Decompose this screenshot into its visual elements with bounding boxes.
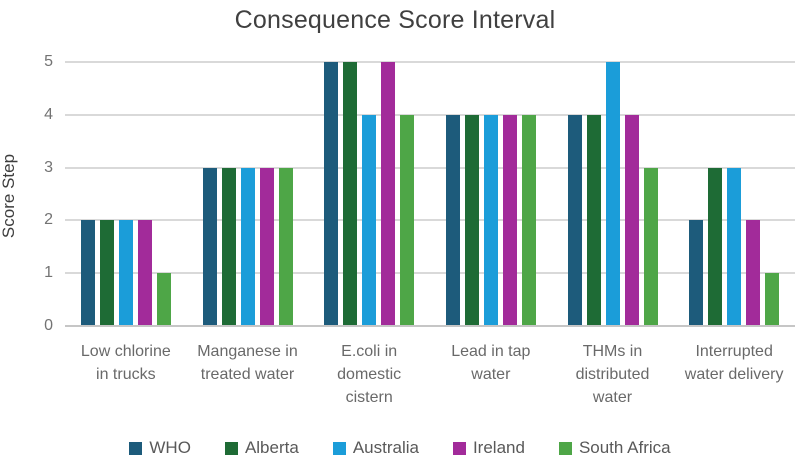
bar	[465, 114, 479, 325]
x-category-label: THMs in distributed water	[575, 343, 650, 406]
bar	[727, 167, 741, 325]
legend-swatch-icon	[129, 441, 143, 455]
y-tick-label: 0	[44, 317, 53, 334]
bar	[324, 62, 338, 325]
legend-swatch-icon	[224, 441, 238, 455]
bar	[260, 167, 274, 325]
bar	[606, 62, 620, 325]
bar	[708, 167, 722, 325]
bar	[100, 220, 114, 325]
y-tick-label: 1	[44, 264, 53, 282]
bar	[446, 114, 460, 325]
x-axis-line	[65, 325, 795, 327]
bar	[400, 114, 414, 325]
bar	[381, 62, 395, 325]
bar	[343, 62, 357, 325]
legend-swatch-icon	[558, 441, 572, 455]
legend-label: Ireland	[472, 438, 525, 457]
y-tick-label: 2	[44, 211, 53, 229]
gridline	[65, 219, 795, 222]
gridline	[65, 61, 795, 63]
y-axis-title: Score Step	[0, 153, 18, 239]
x-category-label: Manganese in treated water	[197, 343, 298, 383]
legend-item-australia: Australia	[332, 438, 419, 458]
chart-title: Consequence Score Interval	[234, 6, 556, 34]
legend-label: WHO	[149, 438, 191, 457]
y-tick-label: 3	[44, 158, 53, 176]
x-category-label: Lead in tap water	[451, 343, 531, 383]
legend-swatch-icon	[452, 441, 466, 455]
x-category-label: E.coli in domestic cistern	[337, 343, 402, 406]
bar	[119, 220, 133, 325]
bar	[765, 273, 779, 325]
bar	[689, 220, 703, 325]
bar	[362, 114, 376, 325]
bar	[81, 220, 95, 325]
x-category-label: Low chlorine in trucks	[80, 343, 171, 383]
bar	[503, 114, 517, 325]
legend-swatch-icon	[332, 441, 346, 455]
bar	[625, 114, 639, 325]
bar	[522, 114, 536, 325]
legend-label: Australia	[352, 438, 419, 457]
gridline	[65, 272, 795, 275]
legend-label: South Africa	[578, 438, 671, 457]
gridline	[65, 166, 795, 169]
bar	[138, 220, 152, 325]
bar	[222, 167, 236, 325]
x-category-label: Interrupted water delivery	[684, 343, 784, 383]
bar	[568, 114, 582, 325]
bar	[203, 167, 217, 325]
y-tick-label: 4	[44, 105, 53, 123]
legend: WHO Alberta Australia Ireland South Africa	[0, 438, 800, 458]
legend-item-who: WHO	[129, 438, 191, 458]
bar	[157, 273, 171, 325]
legend-item-south-africa: South Africa	[558, 438, 671, 458]
bar	[746, 220, 760, 325]
gridline	[65, 113, 795, 116]
bar	[587, 114, 601, 325]
legend-item-ireland: Ireland	[452, 438, 525, 458]
bar	[484, 114, 498, 325]
y-tick-label: 5	[44, 53, 53, 70]
legend-label: Alberta	[244, 438, 299, 457]
bar	[644, 167, 658, 325]
bar	[279, 167, 293, 325]
bar	[241, 167, 255, 325]
legend-item-alberta: Alberta	[224, 438, 299, 458]
